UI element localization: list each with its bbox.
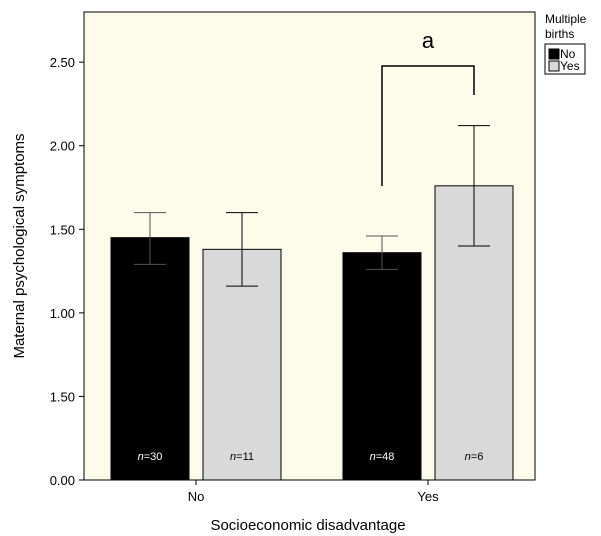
n-label-value: =48 xyxy=(376,451,395,463)
legend-label-no: No xyxy=(560,47,576,61)
y-tick-label: 1.50 xyxy=(50,389,75,404)
x-axis: No Yes xyxy=(188,480,439,504)
y-tick-label: 2.00 xyxy=(50,139,75,154)
legend-title-line-1: Multiple xyxy=(545,12,587,26)
legend-swatch-no xyxy=(548,48,560,60)
bar xyxy=(342,252,422,481)
n-label: n=48 xyxy=(370,451,395,463)
n-label-symbol: n xyxy=(138,451,144,463)
y-axis: 0.00 1.50 1.00 1.50 2.00 2.50 xyxy=(50,55,84,488)
bars-group: n=30 n=11 n=48 n=6 xyxy=(110,125,514,481)
significance-bracket xyxy=(381,65,475,186)
n-label: n=30 xyxy=(138,451,163,463)
y-tick-label: 2.50 xyxy=(50,55,75,70)
legend-label-yes: Yes xyxy=(560,59,580,73)
n-label-symbol: n xyxy=(230,451,236,463)
n-label: n=6 xyxy=(465,451,484,463)
y-tick-label: 1.50 xyxy=(50,222,75,237)
legend: Multiple births No Yes xyxy=(544,12,587,75)
legend-swatch-yes xyxy=(548,60,560,72)
y-axis-title: Maternal psychological symptoms xyxy=(11,133,28,358)
n-label-symbol: n xyxy=(370,451,376,463)
n-label-symbol: n xyxy=(465,451,471,463)
x-axis-title: Socioeconomic disadvantage xyxy=(210,517,405,534)
x-tick-label: No xyxy=(188,489,205,504)
n-label: n=11 xyxy=(230,451,254,463)
significance-label: a xyxy=(422,28,435,53)
bar xyxy=(110,237,190,481)
n-label-value: =30 xyxy=(144,451,163,463)
n-label-value: =6 xyxy=(471,451,484,463)
x-tick-label: Yes xyxy=(417,489,439,504)
n-label-value: =11 xyxy=(236,451,254,463)
y-tick-label: 1.00 xyxy=(50,306,75,321)
annotation-group: a xyxy=(381,28,475,186)
y-tick-label: 0.00 xyxy=(50,473,75,488)
legend-title-line-2: births xyxy=(545,27,574,41)
